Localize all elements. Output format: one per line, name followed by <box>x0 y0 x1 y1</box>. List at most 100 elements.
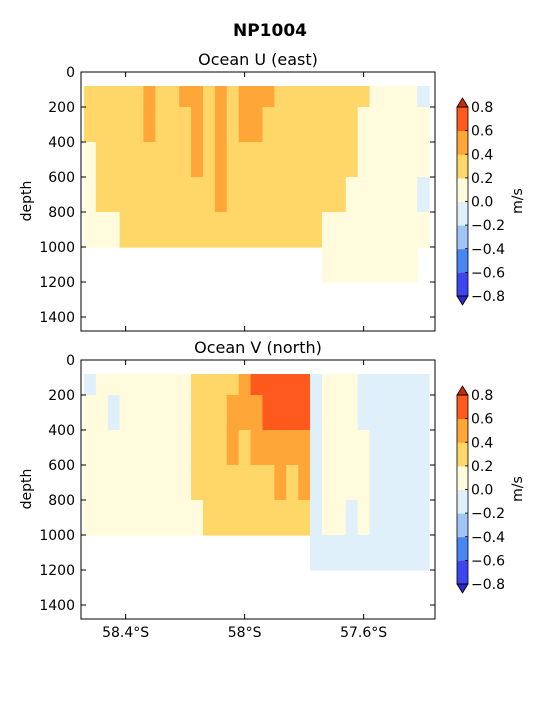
heatmap-cell <box>310 86 323 108</box>
heatmap-cell <box>333 465 347 501</box>
panel-ocean-v: Ocean V (north) depth 0 200 400 600 800 1000 1… <box>19 338 436 641</box>
heatmap-cell <box>393 107 406 143</box>
heatmap-cell <box>214 374 228 396</box>
y-tick-label: 1000 <box>39 240 75 256</box>
heatmap-cell <box>226 107 240 143</box>
heatmap-cell <box>179 374 192 396</box>
heatmap-cell <box>286 212 299 248</box>
heatmap-cell <box>405 395 418 431</box>
heatmap-cell <box>310 212 323 248</box>
heatmap-cell <box>131 107 145 143</box>
heatmap-cell <box>250 142 264 178</box>
y-tick-label: 200 <box>48 100 75 116</box>
heatmap-cell <box>238 465 252 501</box>
colorbar-tick-label: −0.2 <box>471 218 505 234</box>
heatmap-cell <box>214 430 228 466</box>
heatmap-cell <box>226 430 240 466</box>
heatmap-cell <box>202 142 216 178</box>
heatmap-cell <box>167 177 180 213</box>
heatmap-cell <box>357 107 371 143</box>
colorbar-tick-label: −0.6 <box>471 265 505 281</box>
heatmap-cell <box>214 395 228 431</box>
plot-frame <box>80 359 436 620</box>
heatmap-cell <box>310 374 323 396</box>
heatmap-cell <box>345 212 359 248</box>
heatmap-cell <box>250 107 264 143</box>
heatmap-cell <box>107 395 121 431</box>
heatmap-cell <box>321 500 335 536</box>
heatmap-cell <box>310 395 323 431</box>
heatmap-cell <box>167 107 180 143</box>
heatmap-cell <box>131 395 145 431</box>
colorbar-tick-label: 0.4 <box>471 435 493 451</box>
heatmap-cell <box>417 142 430 178</box>
heatmap-cell <box>214 465 228 501</box>
heatmap-cell <box>393 535 406 571</box>
heatmap-cell <box>274 142 287 178</box>
heatmap-cells <box>83 86 430 283</box>
heatmap-cell <box>298 395 311 431</box>
heatmap-cell <box>250 177 264 213</box>
heatmap-cell <box>179 500 192 536</box>
heatmap-cell <box>191 107 204 143</box>
heatmap-cell <box>95 107 109 143</box>
heatmap-cell <box>357 247 371 283</box>
heatmap-cell <box>345 374 359 396</box>
heatmap-cell <box>143 212 156 248</box>
heatmap-cell <box>83 142 97 178</box>
colorbar-segment <box>457 560 468 585</box>
heatmap-cell <box>202 395 216 431</box>
heatmap-cell <box>369 142 383 178</box>
heatmap-cell <box>417 86 430 108</box>
heatmap-cell <box>333 395 347 431</box>
heatmap-cell <box>155 465 168 501</box>
plot-frame <box>80 71 436 332</box>
y-tick-label: 200 <box>48 388 75 404</box>
colorbar-tick-label: −0.8 <box>471 289 505 305</box>
heatmap-cell <box>238 374 252 396</box>
heatmap-cell <box>405 500 418 536</box>
heatmap-cell <box>381 430 394 466</box>
heatmap-cells <box>83 374 430 571</box>
heatmap-cell <box>298 107 311 143</box>
y-tick-label: 800 <box>48 205 75 221</box>
heatmap-cell <box>226 465 240 501</box>
heatmap-cell <box>226 212 240 248</box>
heatmap-cell <box>191 212 204 248</box>
heatmap-cell <box>119 395 133 431</box>
y-tick-label: 400 <box>48 423 75 439</box>
figure-suptitle: NP1004 <box>233 21 307 41</box>
colorbar-tick-label: −0.2 <box>471 506 505 522</box>
heatmap-cell <box>119 212 133 248</box>
heatmap-cell <box>226 395 240 431</box>
heatmap-cell <box>238 212 252 248</box>
colorbar-tick-label: 0.4 <box>471 147 493 163</box>
heatmap-cell <box>83 465 97 501</box>
heatmap-cell <box>310 107 323 143</box>
x-tick-label: 58°S <box>228 625 262 641</box>
heatmap-cell <box>286 500 299 536</box>
heatmap-cell <box>119 500 133 536</box>
heatmap-cell <box>393 212 406 248</box>
heatmap-cell <box>131 86 145 108</box>
heatmap-cell <box>286 465 299 501</box>
colorbar-u: m/s 0.8 0.6 0.4 0.2 0.0 −0.2 −0.4 −0.6 −0.8 <box>456 97 526 306</box>
colorbar-label: m/s <box>510 476 526 502</box>
heatmap-cell <box>393 430 406 466</box>
heatmap-cell <box>310 465 323 501</box>
heatmap-cell <box>345 86 359 108</box>
heatmap-cell <box>167 465 180 501</box>
heatmap-cell <box>405 86 418 108</box>
heatmap-cell <box>357 465 371 501</box>
heatmap-cell <box>262 177 275 213</box>
y-tick-label: 1400 <box>39 310 75 326</box>
heatmap-cell <box>131 500 145 536</box>
heatmap-cell <box>333 177 347 213</box>
heatmap-cell <box>262 212 275 248</box>
y-tick-label: 1400 <box>39 598 75 614</box>
colorbar-segment <box>457 248 468 273</box>
heatmap-cell <box>167 395 180 431</box>
heatmap-cell <box>119 374 133 396</box>
heatmap-cell <box>381 177 394 213</box>
heatmap-cell <box>298 500 311 536</box>
